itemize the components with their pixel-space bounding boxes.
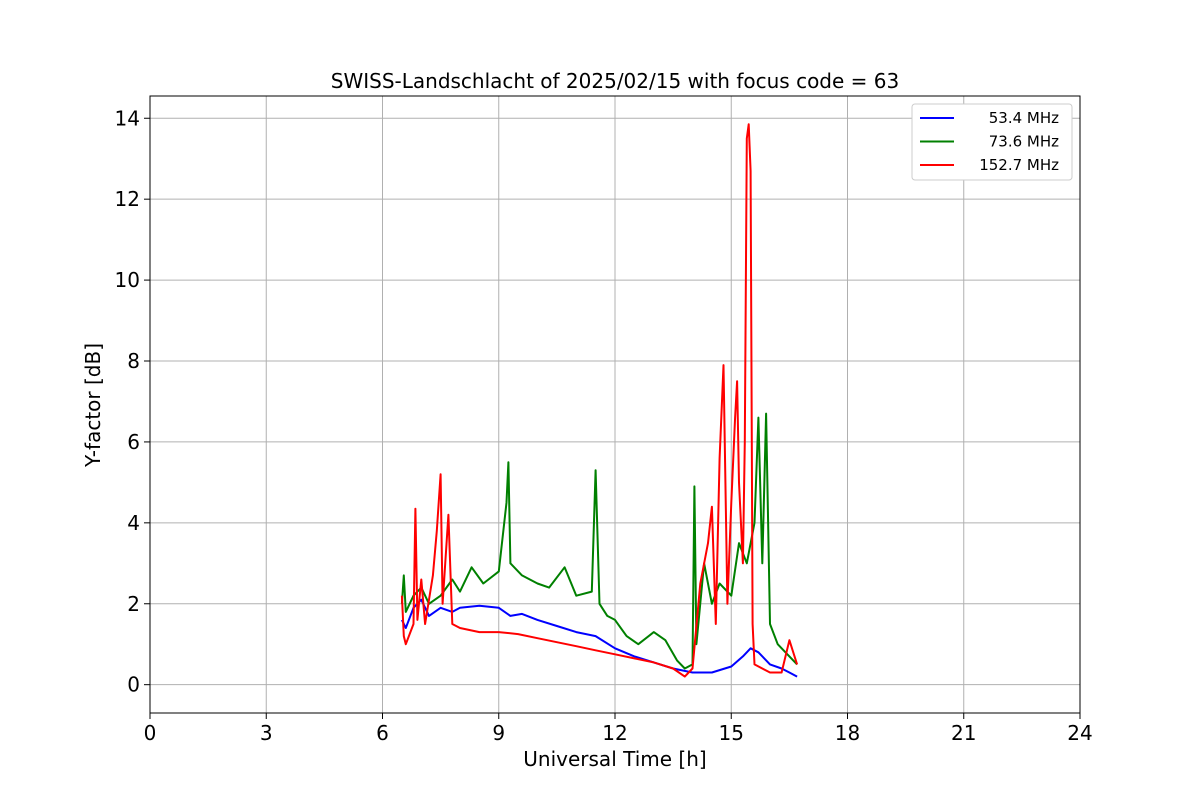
- series-line-0: [400, 598, 798, 678]
- y-axis: 0 2 4 6 8 10 12 14: [115, 106, 150, 697]
- legend-label-1: 73.6 MHz: [989, 133, 1059, 151]
- x-tick-label: 18: [835, 721, 860, 745]
- x-axis: 0 3 6 9 12 15 18 21 24: [144, 713, 1093, 745]
- y-tick-label: 10: [115, 268, 140, 292]
- chart-title: SWISS-Landschlacht of 2025/02/15 with fo…: [331, 69, 899, 93]
- x-tick-label: 15: [719, 721, 744, 745]
- plot-area: [400, 123, 799, 678]
- x-tick-label: 21: [951, 721, 976, 745]
- series-line-2: [400, 123, 799, 678]
- x-tick-label: 6: [376, 721, 389, 745]
- legend-box: [911, 103, 1073, 181]
- y-axis-label: Y-factor [dB]: [81, 343, 105, 468]
- x-tick-label: 12: [602, 721, 627, 745]
- x-tick-label: 24: [1067, 721, 1092, 745]
- legend-label-2: 152.7 MHz: [979, 156, 1059, 174]
- series-line-1: [400, 412, 798, 670]
- y-tick-label: 0: [127, 673, 140, 697]
- y-tick-label: 2: [127, 592, 140, 616]
- x-tick-label: 3: [260, 721, 273, 745]
- legend: 53.4 MHz 73.6 MHz 152.7 MHz: [911, 103, 1073, 181]
- y-tick-label: 12: [115, 187, 140, 211]
- y-tick-label: 14: [115, 106, 140, 130]
- y-tick-label: 8: [127, 349, 140, 373]
- x-tick-label: 0: [144, 721, 157, 745]
- x-tick-label: 9: [492, 721, 505, 745]
- y-tick-label: 6: [127, 430, 140, 454]
- x-axis-label: Universal Time [h]: [523, 747, 706, 771]
- y-tick-label: 4: [127, 511, 140, 535]
- legend-label-0: 53.4 MHz: [989, 109, 1059, 127]
